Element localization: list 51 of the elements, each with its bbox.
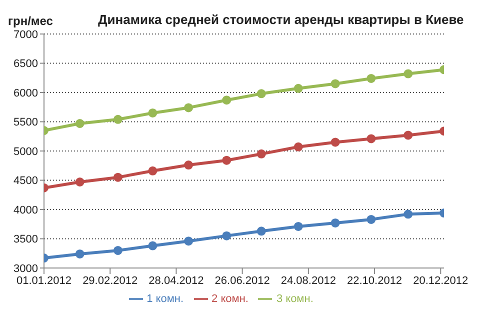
x-tick-label: 24.08.2012	[280, 274, 336, 287]
point	[366, 214, 376, 224]
point	[113, 114, 122, 124]
point	[256, 149, 266, 158]
y-tick-label: 3500	[14, 234, 38, 246]
y-tick-label: 6000	[14, 87, 38, 100]
point	[330, 218, 340, 228]
legend-label: 2 комн.	[212, 292, 248, 305]
point	[148, 241, 158, 250]
y-tick-label: 5000	[14, 146, 38, 158]
point	[222, 156, 232, 165]
x-tick-label: 26.06.2012	[214, 274, 270, 287]
point	[366, 74, 376, 83]
point	[148, 108, 158, 118]
point	[294, 142, 303, 152]
x-tick-label: 01.01.2012	[16, 274, 72, 287]
point	[75, 178, 84, 187]
point	[184, 160, 194, 170]
legend-label: 3 комн.	[276, 292, 314, 305]
point	[404, 69, 413, 78]
y-tick-label: 4000	[14, 204, 38, 216]
point	[294, 222, 303, 231]
point	[75, 119, 84, 128]
y-tick-label: 3000	[14, 262, 38, 275]
legend-label: 1 комн.	[146, 292, 184, 305]
y-tick-label: 6500	[14, 58, 38, 70]
point	[404, 130, 413, 140]
point	[113, 172, 122, 182]
point	[184, 103, 194, 112]
point	[404, 210, 413, 219]
point	[256, 89, 266, 98]
point	[222, 231, 232, 240]
x-tick-label: 22.10.2012	[347, 274, 402, 287]
point	[75, 249, 84, 258]
point	[330, 138, 340, 147]
point	[366, 134, 376, 144]
point	[330, 79, 340, 88]
point	[113, 246, 122, 255]
x-tick-label: 28.04.2012	[148, 274, 204, 287]
point	[148, 166, 158, 176]
point	[222, 96, 232, 105]
y-tick-label: 4500	[14, 175, 38, 188]
y-tick-label: 7000	[14, 28, 38, 41]
chart-title: Динамика средней стоимости аренды квартиры в Киеве	[98, 12, 464, 27]
point	[184, 236, 194, 246]
x-tick-label: 29.02.2012	[82, 274, 138, 287]
x-tick-label: 20.12.2012	[413, 274, 468, 287]
point	[294, 84, 303, 93]
y-axis-title: грн/мес	[8, 14, 53, 28]
y-tick-label: 5500	[14, 116, 38, 129]
point	[256, 226, 266, 236]
